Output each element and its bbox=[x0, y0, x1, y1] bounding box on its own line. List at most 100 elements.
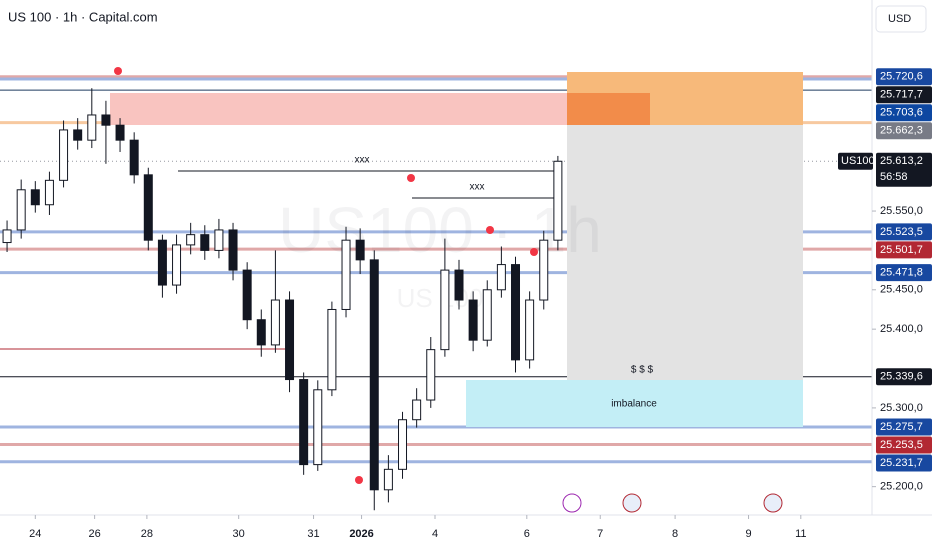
x-tick-label: 11 bbox=[795, 528, 806, 540]
price-badge-label: 25.339,6 bbox=[880, 371, 923, 383]
y-tick-label: 25.200,0 bbox=[880, 481, 923, 493]
x-tick-label: 7 bbox=[597, 528, 603, 540]
x-tick-label: 6 bbox=[524, 528, 530, 540]
candle-body bbox=[157, 239, 167, 286]
candle-body bbox=[101, 114, 111, 126]
x-tick-label: 31 bbox=[307, 528, 319, 540]
candle-body bbox=[186, 234, 196, 246]
x-tick-label: 4 bbox=[432, 528, 438, 540]
annotation: $ $ $ bbox=[631, 365, 654, 376]
symbol-tag-label: US100 bbox=[841, 155, 875, 167]
candle-body bbox=[369, 259, 379, 491]
x-tick-label: 26 bbox=[89, 528, 101, 540]
countdown: 56:58 bbox=[880, 171, 908, 183]
price-badge-label: 25.662,3 bbox=[880, 125, 923, 137]
signal-dot bbox=[355, 476, 363, 484]
y-tick-label: 25.400,0 bbox=[880, 323, 923, 335]
y-tick-label: 25.450,0 bbox=[880, 284, 923, 296]
candle-body bbox=[59, 129, 69, 181]
candle-body bbox=[440, 269, 450, 351]
annotation: xxx bbox=[470, 182, 485, 193]
candles bbox=[2, 88, 563, 511]
candle-body bbox=[285, 299, 295, 381]
symbol-tag bbox=[838, 152, 873, 170]
candle-body bbox=[172, 244, 182, 286]
candle-body bbox=[496, 264, 506, 291]
signal-dot bbox=[530, 248, 538, 256]
currency-button[interactable] bbox=[875, 5, 927, 33]
candle-body bbox=[539, 239, 549, 301]
candle-body bbox=[412, 399, 422, 421]
y-tick-label: 25.300,0 bbox=[880, 402, 923, 414]
candle-body bbox=[468, 299, 478, 341]
price-badge-label: 25.717,7 bbox=[880, 89, 923, 101]
price-badge-label: 25.523,5 bbox=[880, 226, 923, 238]
price-badge-label: 25.613,2 bbox=[880, 155, 923, 167]
candle-body bbox=[270, 299, 280, 346]
candle-body bbox=[16, 189, 26, 231]
signal-dot bbox=[407, 174, 415, 182]
currency[interactable]: USD bbox=[888, 13, 911, 25]
price-badge bbox=[876, 436, 932, 454]
candle-body bbox=[256, 319, 266, 346]
event-icon[interactable] bbox=[763, 493, 783, 513]
price-badge bbox=[876, 241, 932, 259]
candle-body bbox=[115, 124, 125, 141]
candle-body bbox=[511, 264, 521, 361]
candle-body bbox=[454, 269, 464, 301]
candle-body bbox=[355, 239, 365, 261]
candle-body bbox=[553, 160, 563, 241]
candle-body bbox=[143, 174, 153, 241]
price-badge-label: 25.231,7 bbox=[880, 457, 923, 469]
price-badge bbox=[876, 68, 932, 86]
price-badge bbox=[876, 86, 932, 104]
annotation: xxx bbox=[355, 155, 370, 166]
signal-dots bbox=[114, 67, 538, 484]
candle-body bbox=[30, 189, 40, 206]
chart-title: US 100 · 1h · Capital.com bbox=[8, 9, 158, 24]
event-icon[interactable] bbox=[622, 493, 642, 513]
y-tick-label: 25.550,0 bbox=[880, 205, 923, 217]
price-badge-label: 25.703,6 bbox=[880, 107, 923, 119]
price-badge-label: 25.275,7 bbox=[880, 421, 923, 433]
price-badge-label: 25.253,5 bbox=[880, 439, 923, 451]
x-tick-label: 24 bbox=[29, 528, 41, 540]
annotation: imbalance bbox=[611, 399, 657, 410]
price-badge bbox=[876, 223, 932, 241]
candle-body bbox=[383, 468, 393, 491]
candle-body bbox=[313, 389, 323, 466]
price-badge bbox=[876, 418, 932, 436]
candle-body bbox=[327, 308, 337, 391]
candle-body bbox=[129, 139, 139, 176]
price-badge-label: 25.501,7 bbox=[880, 244, 923, 256]
event-icon[interactable] bbox=[562, 493, 582, 513]
candle-body bbox=[482, 289, 492, 341]
x-tick-label: 9 bbox=[745, 528, 751, 540]
candle-body bbox=[214, 229, 224, 251]
candle-body bbox=[2, 229, 12, 244]
signal-dot bbox=[114, 67, 122, 75]
candle-body bbox=[242, 269, 252, 321]
candle-body bbox=[200, 234, 210, 251]
x-tick-label: 8 bbox=[672, 528, 678, 540]
signal-dot bbox=[486, 226, 494, 234]
x-tick-label: 2026 bbox=[349, 528, 373, 540]
watermark: US100 · 1h bbox=[278, 194, 602, 266]
candle-body bbox=[73, 129, 83, 141]
price-badge-label: 25.471,8 bbox=[880, 267, 923, 279]
candle-body bbox=[398, 419, 408, 470]
price-badge bbox=[876, 104, 932, 122]
candle-body bbox=[87, 114, 97, 141]
supply-zone bbox=[110, 93, 567, 125]
price-badge bbox=[876, 122, 932, 140]
candle-body bbox=[341, 239, 351, 310]
price-badge bbox=[876, 152, 932, 187]
imbalance-zone bbox=[466, 380, 803, 427]
x-tick-label: 30 bbox=[233, 528, 245, 540]
price-badge bbox=[876, 454, 932, 472]
target-zone-inner bbox=[567, 93, 650, 125]
candle-body bbox=[525, 299, 535, 361]
x-tick-label: 28 bbox=[141, 528, 153, 540]
position-zone bbox=[567, 125, 803, 380]
